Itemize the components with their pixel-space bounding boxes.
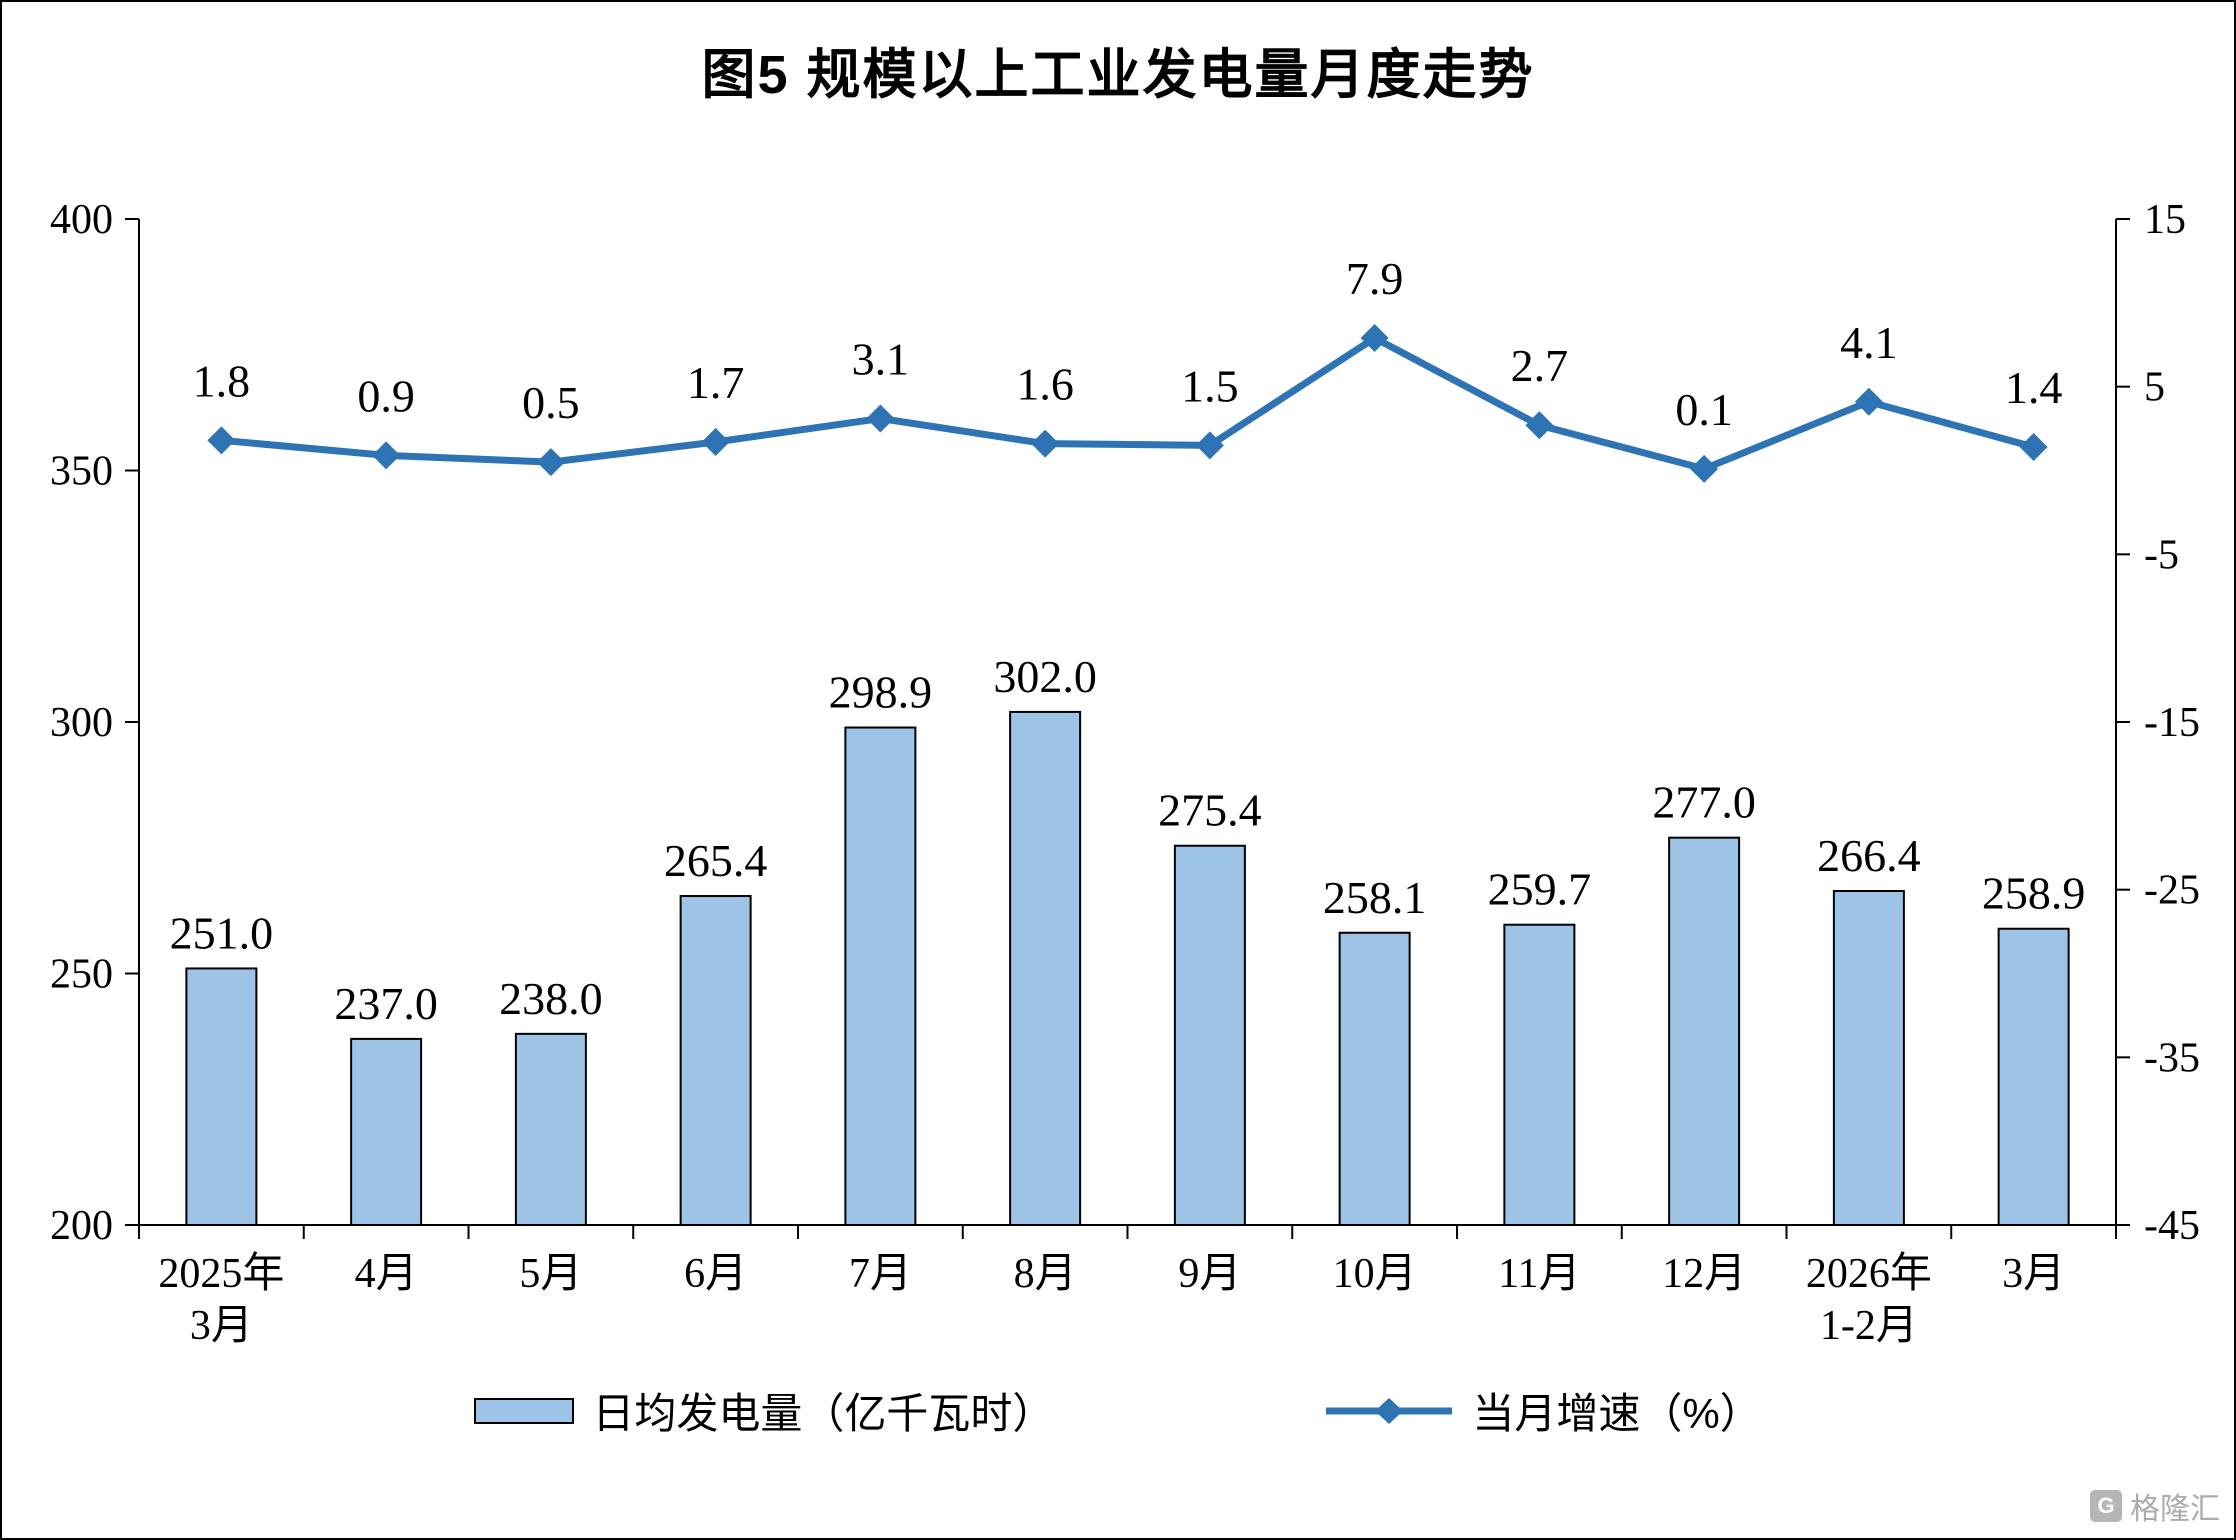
bar [1668, 836, 1741, 1226]
line-marker [1031, 429, 1060, 458]
svg-text:7月: 7月 [849, 1251, 912, 1297]
bar [1009, 710, 1082, 1226]
svg-text:3月: 3月 [2002, 1251, 2065, 1297]
line-marker [372, 441, 401, 470]
svg-text:1.7: 1.7 [687, 357, 745, 408]
svg-text:10月: 10月 [1333, 1251, 1417, 1297]
svg-text:300: 300 [50, 700, 113, 746]
line-marker [1525, 411, 1554, 440]
svg-text:11月: 11月 [1498, 1251, 1580, 1297]
legend-line-label: 当月增速（%） [1472, 1390, 1762, 1437]
svg-text:266.4: 266.4 [1817, 830, 1921, 881]
svg-text:277.0: 277.0 [1652, 777, 1756, 828]
svg-text:238.0: 238.0 [499, 973, 603, 1024]
legend-item-bar: 日均发电量（亿千瓦时） [474, 1380, 1054, 1441]
chart-title: 图5 规模以上工业发电量月度走势 [701, 45, 1535, 105]
svg-text:4月: 4月 [355, 1251, 418, 1297]
svg-text:5月: 5月 [519, 1251, 582, 1297]
line-marker [1195, 431, 1224, 460]
growth-line [221, 333, 2035, 473]
chart-legend: 日均发电量（亿千瓦时） 当月增速（%） [2, 1380, 2234, 1441]
svg-text:-15: -15 [2144, 700, 2200, 746]
svg-text:15: 15 [2144, 197, 2186, 243]
gelonghui-logo-icon: G [2090, 1490, 2122, 1522]
svg-text:1.6: 1.6 [1016, 359, 1074, 410]
bar-series-swatch [474, 1397, 575, 1424]
watermark: G 格隆汇 [2090, 1484, 2220, 1528]
svg-text:-45: -45 [2144, 1203, 2200, 1249]
line-marker [1360, 324, 1389, 353]
bar-series: 251.0 237.0 238.0 265.4 298.9 302.0 275.4 258.1… [170, 651, 2086, 1227]
svg-text:251.0: 251.0 [170, 907, 274, 958]
axes: 400 350 300 250 200 15 5 -5 -15 -25 -35 -45 [50, 197, 2200, 1249]
bar [514, 1032, 587, 1226]
line-series-swatch [1326, 1397, 1453, 1424]
svg-text:237.0: 237.0 [334, 978, 438, 1029]
legend-bar-label: 日均发电量（亿千瓦时） [592, 1390, 1055, 1437]
bar [1997, 927, 2070, 1226]
line-marker [2019, 433, 2048, 462]
svg-text:275.4: 275.4 [1158, 785, 1262, 836]
bar [350, 1037, 423, 1227]
svg-text:1.4: 1.4 [2005, 362, 2063, 413]
svg-text:12月: 12月 [1662, 1251, 1746, 1297]
bar [1832, 890, 1905, 1226]
bar [185, 967, 258, 1226]
svg-text:0.9: 0.9 [357, 370, 415, 421]
svg-text:350: 350 [50, 449, 113, 495]
bar [1503, 923, 1576, 1226]
line-marker [1690, 454, 1719, 483]
svg-text:1.8: 1.8 [193, 355, 251, 406]
legend-item-line: 当月增速（%） [1324, 1380, 1762, 1441]
svg-text:2.7: 2.7 [1511, 340, 1569, 391]
svg-text:-25: -25 [2144, 868, 2200, 914]
bar [1338, 931, 1411, 1227]
svg-text:-35: -35 [2144, 1035, 2200, 1081]
x-axis-labels: 2025年 3月 4月 5月 6月 7月 8月 9月 10月 11月 12月 2026年 1-2月 3月 [158, 1250, 2065, 1349]
svg-text:302.0: 302.0 [993, 651, 1097, 702]
bar [1173, 844, 1246, 1226]
svg-text:250: 250 [50, 952, 113, 998]
svg-text:9月: 9月 [1178, 1251, 1241, 1297]
svg-text:258.9: 258.9 [1982, 868, 2086, 919]
svg-text:298.9: 298.9 [829, 667, 933, 718]
svg-text:3.1: 3.1 [852, 334, 910, 385]
watermark-text: 格隆汇 [2130, 1493, 2220, 1526]
svg-text:258.1: 258.1 [1323, 872, 1427, 923]
svg-text:200: 200 [50, 1203, 113, 1249]
svg-text:8月: 8月 [1014, 1251, 1077, 1297]
svg-text:400: 400 [50, 197, 113, 243]
bar [844, 726, 917, 1227]
svg-text:259.7: 259.7 [1488, 864, 1592, 915]
line-marker [701, 427, 730, 456]
svg-text:1.5: 1.5 [1181, 360, 1239, 411]
svg-text:6月: 6月 [684, 1251, 747, 1297]
line-marker [866, 404, 895, 433]
line-series: 1.8 0.9 0.5 1.7 3.1 1.6 1.5 7.9 2.7 0.1 4.1 1.4 [193, 253, 2063, 483]
svg-text:5: 5 [2144, 365, 2165, 411]
svg-text:0.5: 0.5 [522, 377, 580, 428]
bar [679, 895, 752, 1227]
line-marker [536, 448, 565, 477]
line-marker [207, 426, 236, 455]
svg-text:7.9: 7.9 [1346, 253, 1404, 304]
line-marker [1854, 387, 1883, 416]
svg-text:-5: -5 [2144, 532, 2179, 578]
svg-text:265.4: 265.4 [664, 835, 768, 886]
svg-text:4.1: 4.1 [1840, 317, 1898, 368]
svg-text:0.1: 0.1 [1675, 384, 1733, 435]
